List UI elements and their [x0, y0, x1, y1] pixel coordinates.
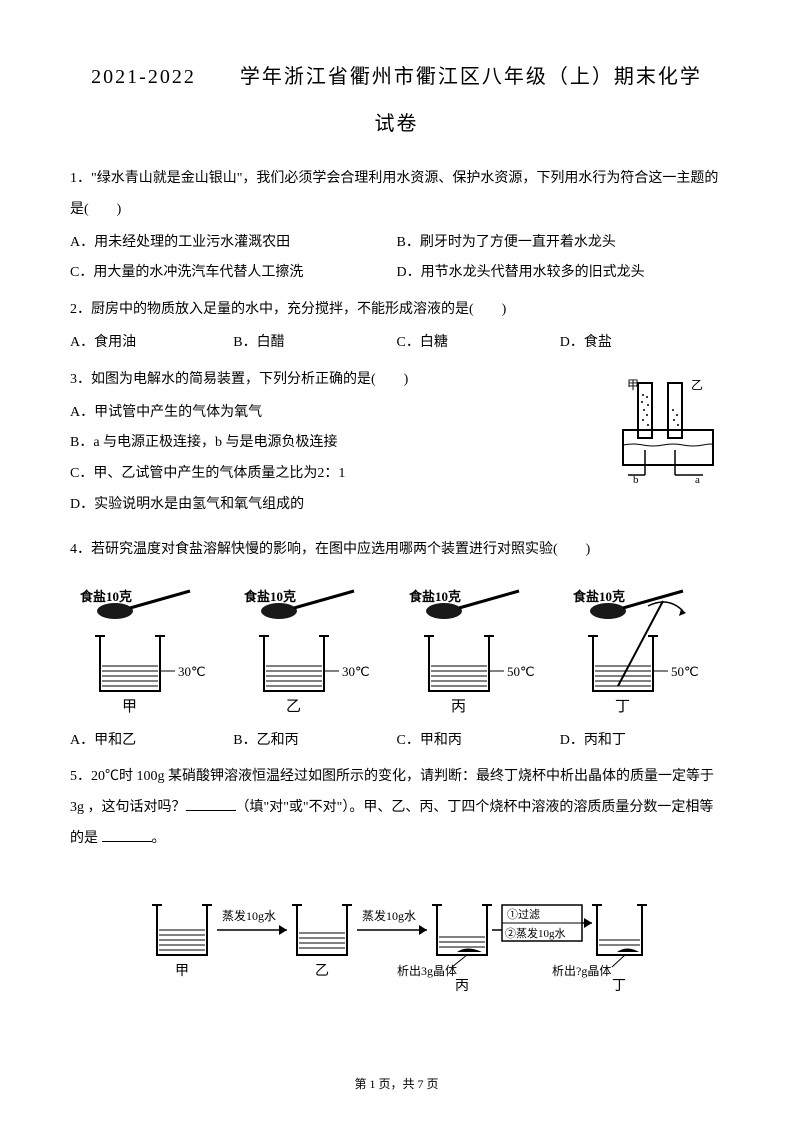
q4-option-b: B．乙和丙 [233, 726, 396, 757]
q3-text: 如图为电解水的简易装置，下列分析正确的是( ) [91, 372, 408, 387]
svg-text:丁: 丁 [612, 979, 626, 994]
svg-text:30℃: 30℃ [178, 664, 206, 679]
question-1: 1．"绿水青山就是金山银山"，我们必须学会合理利用水资源、保护水资源，下列用水行… [70, 164, 723, 289]
q1-option-a: A．用未经处理的工业污水灌溉农田 [70, 228, 397, 259]
q4-number: 4． [70, 542, 91, 557]
q3-label-a: a [695, 474, 700, 485]
q4-option-a: A．甲和乙 [70, 726, 233, 757]
q4-setup-yi: 食盐10克 30℃ 乙 [244, 586, 384, 716]
svg-text:食盐10克: 食盐10克 [244, 589, 296, 604]
q5-blank-1 [186, 795, 236, 811]
svg-text:析出3g晶体: 析出3g晶体 [397, 964, 457, 978]
svg-text:食盐10克: 食盐10克 [409, 589, 461, 604]
svg-text:甲: 甲 [175, 964, 189, 979]
q2-option-a: A．食用油 [70, 328, 233, 359]
q4-diagrams-row: 食盐10克 30℃ 甲 食盐10克 [70, 586, 723, 716]
q3-option-a: A．甲试管中产生的气体为氧气 [70, 398, 550, 429]
q1-option-b: B．刷牙时为了方便一直开着水龙头 [397, 228, 724, 259]
title-line-1: 2021-2022 学年浙江省衢州市衢江区八年级（上）期末化学 [70, 60, 723, 89]
svg-text:50℃: 50℃ [671, 664, 699, 679]
svg-text:乙: 乙 [286, 699, 301, 715]
q1-number: 1． [70, 171, 91, 186]
q1-option-c: C．用大量的水冲洗汽车代替人工擦洗 [70, 258, 397, 289]
page-footer: 第 1 页，共 7 页 [0, 1075, 793, 1092]
svg-text:甲: 甲 [122, 699, 137, 715]
q2-option-c: C．白糖 [397, 328, 560, 359]
q3-option-c: C．甲、乙试管中产生的气体质量之比为2：1 [70, 459, 550, 490]
svg-text:丙: 丙 [451, 699, 466, 715]
q3-label-b: b [633, 474, 639, 485]
q2-option-b: B．白醋 [233, 328, 396, 359]
svg-text:食盐10克: 食盐10克 [573, 589, 625, 604]
q3-option-b: B．a 与电源正极连接，b 与是电源负极连接 [70, 428, 550, 459]
q4-setup-bing: 食盐10克 50℃ 丙 [409, 586, 549, 716]
svg-text:蒸发10g水: 蒸发10g水 [362, 908, 416, 923]
q3-electrolysis-diagram: 甲 乙 b a [613, 375, 723, 485]
q3-option-d: D．实验说明水是由氢气和氧气组成的 [70, 490, 550, 521]
svg-text:析出?g晶体: 析出?g晶体 [552, 964, 611, 978]
svg-text:丁: 丁 [615, 699, 630, 715]
question-5: 5．20℃时 100g 某硝酸钾溶液恒温经过如图所示的变化，请判断：最终丁烧杯中… [70, 762, 723, 1014]
svg-text:蒸发10g水: 蒸发10g水 [222, 908, 276, 923]
q2-option-d: D．食盐 [560, 328, 723, 359]
q5-process-diagram: 甲 蒸发10g水 乙 蒸发10g水 [147, 875, 647, 1015]
svg-text:丙: 丙 [455, 979, 469, 994]
q3-number: 3． [70, 372, 91, 387]
svg-text:食盐10克: 食盐10克 [80, 589, 132, 604]
q4-setup-ding: 食盐10克 50℃ 丁 [573, 586, 713, 716]
svg-text:30℃: 30℃ [342, 664, 370, 679]
q4-option-d: D．丙和丁 [560, 726, 723, 757]
q2-text: 厨房中的物质放入足量的水中，充分搅拌，不能形成溶液的是( ) [91, 302, 506, 317]
q1-option-d: D．用节水龙头代替用水较多的旧式龙头 [397, 258, 724, 289]
question-4: 4．若研究温度对食盐溶解快慢的影响，在图中应选用哪两个装置进行对照实验( ) 食… [70, 535, 723, 757]
q3-label-yi: 乙 [691, 378, 703, 392]
q5-text-3: 。 [152, 831, 166, 846]
q5-blank-2 [102, 826, 152, 842]
q2-number: 2． [70, 302, 91, 317]
q3-label-jia: 甲 [627, 378, 639, 392]
q4-option-c: C．甲和丙 [397, 726, 560, 757]
svg-text:50℃: 50℃ [507, 664, 535, 679]
svg-text:乙: 乙 [315, 963, 329, 979]
svg-text:②蒸发10g水: ②蒸发10g水 [505, 926, 566, 940]
q4-setup-jia: 食盐10克 30℃ 甲 [80, 586, 220, 716]
q1-text: "绿水青山就是金山银山"，我们必须学会合理利用水资源、保护水资源，下列用水行为符… [70, 171, 718, 217]
svg-text:①过滤: ①过滤 [507, 908, 540, 921]
q4-text: 若研究温度对食盐溶解快慢的影响，在图中应选用哪两个装置进行对照实验( ) [91, 542, 590, 557]
question-3: 3．如图为电解水的简易装置，下列分析正确的是( ) A．甲试管中产生的气体为氧气… [70, 365, 723, 521]
question-2: 2．厨房中的物质放入足量的水中，充分搅拌，不能形成溶液的是( ) A．食用油 B… [70, 295, 723, 359]
q5-number: 5． [70, 769, 91, 784]
title-line-2: 试卷 [70, 107, 723, 136]
